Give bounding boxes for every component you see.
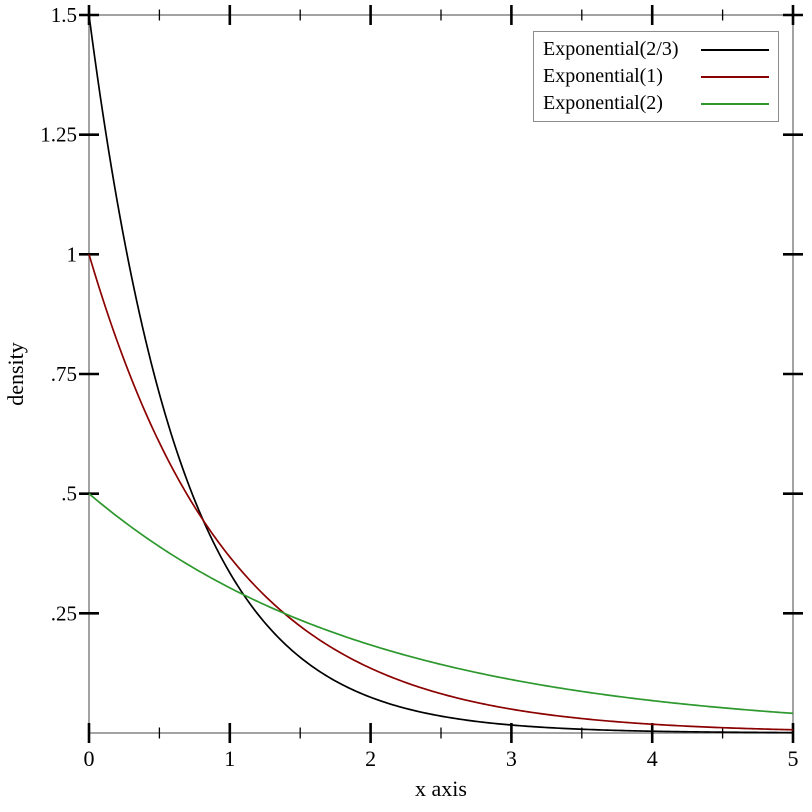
legend-entry: Exponential(1) <box>543 63 769 90</box>
plot-frame <box>88 14 794 734</box>
y-tick-label: 1 <box>67 242 78 266</box>
legend-label: Exponential(1) <box>543 65 663 87</box>
legend-line-swatch <box>701 75 769 78</box>
series-curve-exponential-1- <box>88 254 794 731</box>
x-tick-label: 1 <box>224 746 235 771</box>
legend-entry: Exponential(2) <box>543 90 769 117</box>
y-tick-label: .75 <box>51 362 77 386</box>
legend: Exponential(2/3) Exponential(1) Exponentia… <box>533 31 779 122</box>
x-axis-title: x axis <box>415 776 467 801</box>
x-tick-label: 0 <box>84 746 95 771</box>
legend-label: Exponential(2) <box>543 92 663 114</box>
legend-label: Exponential(2/3) <box>543 38 679 60</box>
legend-line-swatch <box>701 48 769 51</box>
legend-line-swatch <box>701 102 769 105</box>
y-tick-label: .25 <box>51 601 77 625</box>
legend-entry: Exponential(2/3) <box>543 36 769 63</box>
x-tick-label: 3 <box>506 746 517 771</box>
y-tick-label: .5 <box>61 482 77 506</box>
x-tick-label: 5 <box>788 746 799 771</box>
y-axis-title: density <box>3 342 28 406</box>
y-tick-label: 1.25 <box>40 123 77 147</box>
series-curve-exponential-2- <box>88 493 794 715</box>
series-curve-exponential-2-3- <box>88 14 794 734</box>
y-tick-label: 1.5 <box>51 3 77 27</box>
x-tick-label: 4 <box>647 746 658 771</box>
x-tick-label: 2 <box>365 746 376 771</box>
